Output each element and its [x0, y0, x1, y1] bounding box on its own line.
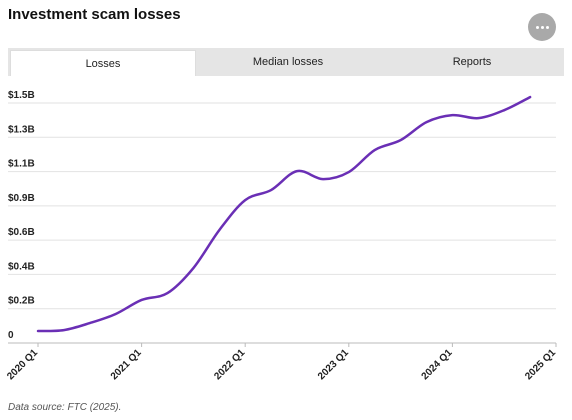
- tab[interactable]: Median losses: [252, 56, 324, 68]
- source: Data source: FTC (2025).: [8, 402, 122, 413]
- y-tick-label: 0: [8, 330, 14, 341]
- y-tick-label: $0.2B: [8, 296, 35, 307]
- tab[interactable]: Reports: [452, 56, 492, 68]
- x-tick-label: 2023 Q1: [316, 347, 351, 382]
- y-tick-label: $1.3B: [8, 124, 35, 135]
- y-tick-label: $0.9B: [8, 193, 35, 204]
- y-tick-label: $1.5B: [8, 90, 35, 101]
- more-button[interactable]: [528, 13, 556, 41]
- tab[interactable]: Losses: [10, 50, 196, 76]
- tab-bar: Losses Median losses Reports: [8, 48, 564, 76]
- x-tick-label: 2022 Q1: [212, 347, 247, 382]
- title: Investment scam losses: [8, 6, 181, 23]
- y-tick-label: $0.4B: [8, 261, 35, 272]
- x-tick-label: 2024 Q1: [420, 347, 455, 382]
- x-tick-label: 2020 Q1: [5, 347, 40, 382]
- y-tick-label: $1.1B: [8, 159, 35, 170]
- line-series: [36, 95, 532, 333]
- x-tick-label: 2025 Q1: [523, 347, 558, 382]
- chart: 0 $0.2B $0.4B $0.6B $0.9B $1.1B $1.3B $1.5B 2020…: [5, 90, 558, 382]
- y-tick-label: $0.6B: [8, 227, 35, 238]
- x-tick-label: 2021 Q1: [109, 347, 144, 382]
